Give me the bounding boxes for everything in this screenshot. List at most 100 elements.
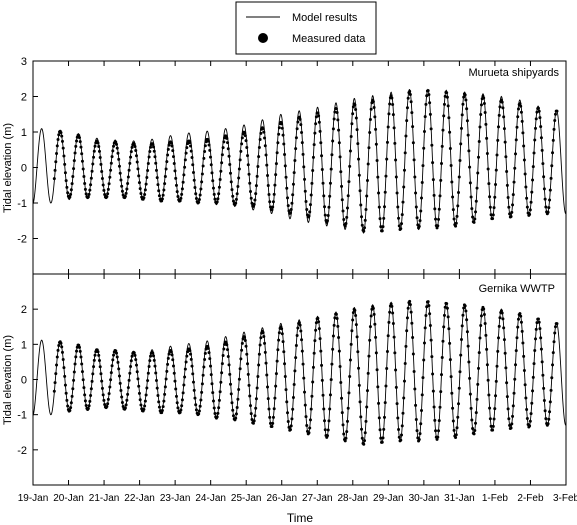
- bottom-measured-point: [487, 393, 491, 397]
- bottom-measured-point: [434, 429, 438, 433]
- top-measured-point: [343, 224, 347, 228]
- bottom-measured-point: [103, 403, 107, 407]
- top-measured-point: [374, 127, 378, 131]
- top-measured-point: [53, 168, 57, 172]
- top-measured-point: [111, 149, 115, 153]
- top-measured-point: [362, 229, 366, 233]
- bottom-measured-point: [392, 335, 396, 339]
- top-measured-point: [293, 158, 297, 162]
- top-measured-point: [189, 149, 193, 153]
- top-measured-point: [308, 203, 312, 207]
- top-measured-point: [326, 214, 330, 218]
- top-measured-point: [211, 186, 215, 190]
- bottom-measured-point: [219, 380, 223, 384]
- top-measured-point: [402, 168, 406, 172]
- top-measured-point: [451, 195, 455, 199]
- top-measured-point: [247, 172, 251, 176]
- top-measured-point: [56, 137, 60, 141]
- top-measured-point: [262, 130, 266, 134]
- bottom-measured-point: [231, 408, 235, 412]
- top-measured-point: [212, 192, 216, 196]
- x-tick-label: 31-Jan: [444, 493, 475, 504]
- top-measured-point: [482, 102, 486, 106]
- top-measured-point: [428, 112, 432, 116]
- x-tick-label: 28-Jan: [338, 493, 369, 504]
- bottom-measured-point: [148, 359, 152, 363]
- top-measured-point: [92, 155, 96, 159]
- top-measured-point: [465, 119, 469, 123]
- top-measured-point: [534, 117, 538, 121]
- bottom-measured-point: [498, 316, 502, 320]
- top-measured-point: [162, 188, 166, 192]
- top-measured-point: [259, 131, 263, 135]
- top-measured-point: [475, 186, 479, 190]
- bottom-measured-point: [234, 412, 238, 416]
- top-measured-point: [163, 174, 167, 178]
- bottom-measured-point: [509, 426, 513, 430]
- top-measured-point: [194, 197, 198, 201]
- top-measured-point: [543, 197, 547, 201]
- top-measured-point: [197, 200, 201, 204]
- top-measured-point: [169, 141, 173, 145]
- bottom-measured-point: [268, 421, 272, 425]
- bottom-measured-point: [363, 431, 367, 435]
- bottom-measured-point: [145, 386, 149, 390]
- bottom-measured-point: [468, 376, 472, 380]
- top-measured-point: [549, 176, 553, 180]
- top-measured-point: [494, 168, 498, 172]
- bottom-measured-point: [163, 392, 167, 396]
- top-measured-point: [345, 206, 349, 210]
- bottom-measured-point: [447, 327, 451, 331]
- top-measured-point: [514, 138, 518, 142]
- bottom-measured-point: [257, 363, 261, 367]
- top-measured-point: [127, 168, 131, 172]
- bottom-measured-point: [329, 378, 333, 382]
- bottom-measured-point: [534, 327, 538, 331]
- bottom-measured-point: [396, 416, 400, 420]
- top-measured-point: [441, 128, 445, 132]
- bottom-measured-point: [198, 404, 202, 408]
- top-measured-point: [354, 116, 358, 120]
- bottom-measured-point: [399, 438, 403, 442]
- top-measured-point: [553, 112, 557, 116]
- bottom-measured-point: [105, 405, 109, 409]
- bottom-measured-point: [222, 347, 226, 351]
- top-panel-series: [32, 88, 567, 234]
- bottom-measured-point: [134, 358, 138, 362]
- bottom-measured-point: [310, 394, 314, 398]
- bottom-measured-point: [259, 336, 263, 340]
- top-measured-point: [330, 153, 334, 157]
- bottom-y-tick-label: 0: [21, 375, 27, 387]
- top-measured-point: [461, 102, 465, 106]
- bottom-measured-point: [137, 384, 141, 388]
- top-measured-point: [522, 158, 526, 162]
- bottom-measured-point: [516, 325, 520, 329]
- bottom-measured-point: [519, 320, 523, 324]
- top-measured-point: [467, 149, 471, 153]
- top-measured-point: [506, 196, 510, 200]
- top-measured-point: [425, 94, 429, 98]
- bottom-measured-point: [340, 411, 344, 415]
- top-measured-point: [479, 103, 483, 107]
- bottom-measured-point: [511, 414, 515, 418]
- bottom-measured-point: [68, 408, 72, 412]
- top-measured-point: [209, 163, 213, 167]
- bottom-measured-point: [256, 374, 260, 378]
- top-measured-point: [317, 114, 321, 118]
- bottom-measured-point: [167, 352, 171, 356]
- bottom-measured-point: [542, 386, 546, 390]
- bottom-measured-point: [302, 376, 306, 380]
- bottom-measured-point: [166, 356, 170, 360]
- x-axis-label: Time: [287, 511, 314, 525]
- top-measured-point: [193, 185, 197, 189]
- bottom-measured-point: [428, 312, 432, 316]
- bottom-measured-point: [477, 351, 481, 355]
- bottom-measured-point: [485, 347, 489, 351]
- bottom-measured-point: [193, 396, 197, 400]
- bottom-measured-point: [522, 354, 526, 358]
- top-measured-point: [152, 145, 156, 149]
- bottom-measured-point: [252, 419, 256, 423]
- bottom-measured-point: [386, 334, 390, 338]
- bottom-measured-point: [266, 397, 270, 401]
- bottom-measured-point: [149, 354, 153, 358]
